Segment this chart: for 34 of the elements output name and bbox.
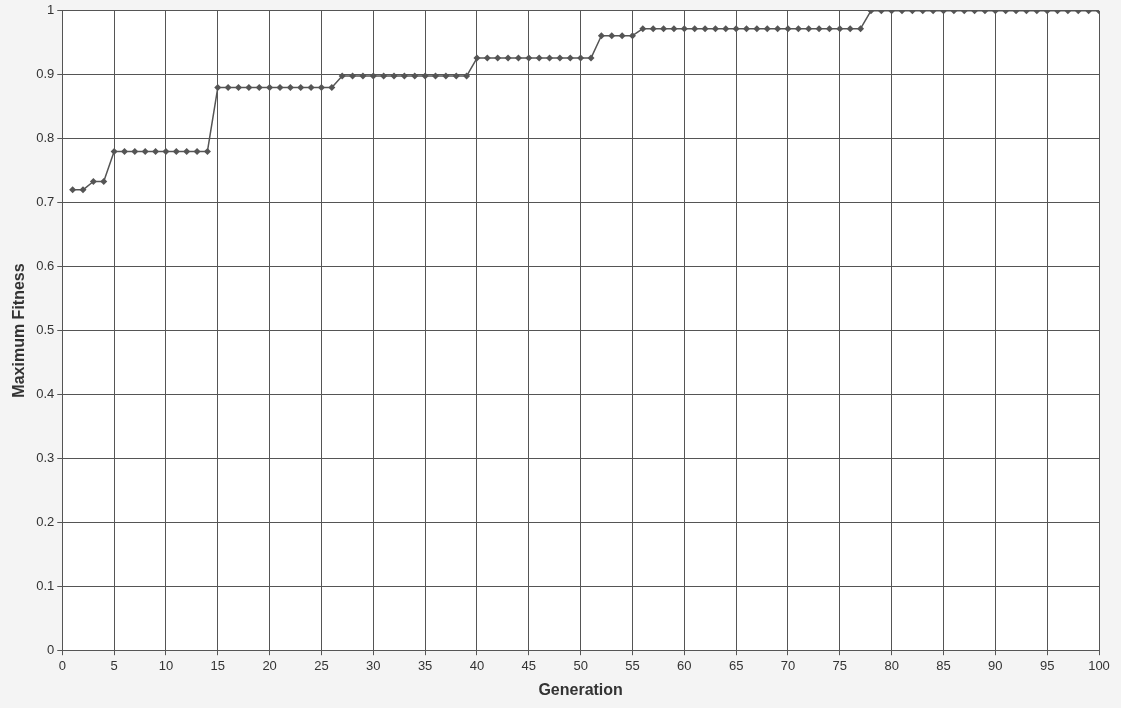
x-tick-label: 55 <box>625 657 640 673</box>
x-tick-label: 70 <box>780 657 796 673</box>
y-tick-label: 0.3 <box>36 449 55 465</box>
x-tick-label: 100 <box>1088 657 1110 673</box>
x-tick-label: 80 <box>884 657 899 673</box>
x-tick-label: 25 <box>314 657 329 673</box>
x-tick-label: 85 <box>936 657 951 673</box>
x-tick-label: 95 <box>1039 657 1055 673</box>
y-tick-label: 0 <box>47 641 55 657</box>
x-tick-label: 90 <box>988 657 1003 673</box>
x-tick-label: 50 <box>573 657 588 673</box>
y-tick-label: 0.6 <box>36 258 55 274</box>
x-axis-title: Generation <box>538 680 623 698</box>
x-tick-label: 5 <box>110 657 118 673</box>
y-tick-label: 0.9 <box>36 66 55 82</box>
y-tick-label: 0.1 <box>36 577 55 593</box>
x-tick-label: 10 <box>158 657 174 673</box>
x-tick-label: 40 <box>469 657 485 673</box>
x-tick-label: 45 <box>521 657 537 673</box>
x-tick-label: 0 <box>58 657 66 673</box>
y-tick-label: 0.4 <box>36 386 55 402</box>
x-tick-label: 65 <box>728 657 744 673</box>
y-tick-label: 0.5 <box>36 322 55 338</box>
y-tick-label: 1 <box>47 2 55 18</box>
y-axis-title: Maximum Fitness <box>10 263 28 398</box>
x-tick-label: 15 <box>210 657 226 673</box>
y-tick-label: 0.8 <box>36 130 55 146</box>
x-tick-label: 20 <box>262 657 277 673</box>
x-tick-label: 75 <box>832 657 848 673</box>
x-tick-label: 35 <box>417 657 433 673</box>
x-tick-label: 60 <box>677 657 692 673</box>
y-tick-label: 0.2 <box>36 513 55 529</box>
x-tick-label: 30 <box>366 657 381 673</box>
y-tick-label: 0.7 <box>36 194 55 210</box>
